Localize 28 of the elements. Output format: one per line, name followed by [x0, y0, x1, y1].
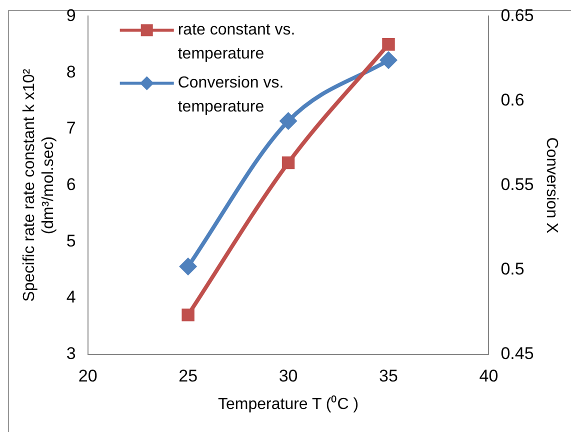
y2-axis-title: Conversion X	[542, 137, 560, 234]
y-tick-label: 6	[66, 174, 76, 194]
y-tick-label: 4	[66, 288, 76, 307]
point	[279, 112, 298, 130]
x-tick-label: 35	[379, 366, 398, 386]
y-tick-label: 7	[66, 118, 76, 138]
point	[179, 257, 198, 276]
x-tick-label: 25	[178, 366, 198, 386]
legend-label: Conversion vs. temperature	[178, 74, 284, 116]
point	[282, 156, 295, 170]
y-tick-label: 9	[66, 6, 76, 25]
point	[182, 308, 194, 322]
y2-tick-label: 0.55	[500, 174, 534, 194]
legend-label: rate constant vs. temperature	[178, 22, 296, 63]
y2-tick-label: 0.6	[500, 90, 524, 110]
point	[380, 51, 398, 70]
x-tick-label: 40	[479, 366, 498, 386]
x-tick-label: 30	[278, 366, 298, 386]
point	[382, 38, 395, 51]
y2-tick-label: 0.65	[500, 6, 534, 25]
y-tick-label: 5	[66, 231, 76, 250]
y-axis-title: Specific rate rate constant k x10² (dm³/mol.sec)	[21, 68, 58, 302]
y2-tick-label: 0.5	[500, 260, 524, 279]
y-tick-label: 8	[66, 62, 76, 82]
x-tick-label: 20	[78, 366, 98, 386]
y2-tick-label: 0.45	[500, 344, 534, 364]
y-tick-label: 3	[66, 344, 76, 364]
x-axis-title: Temperature T (⁰C )	[218, 394, 359, 413]
